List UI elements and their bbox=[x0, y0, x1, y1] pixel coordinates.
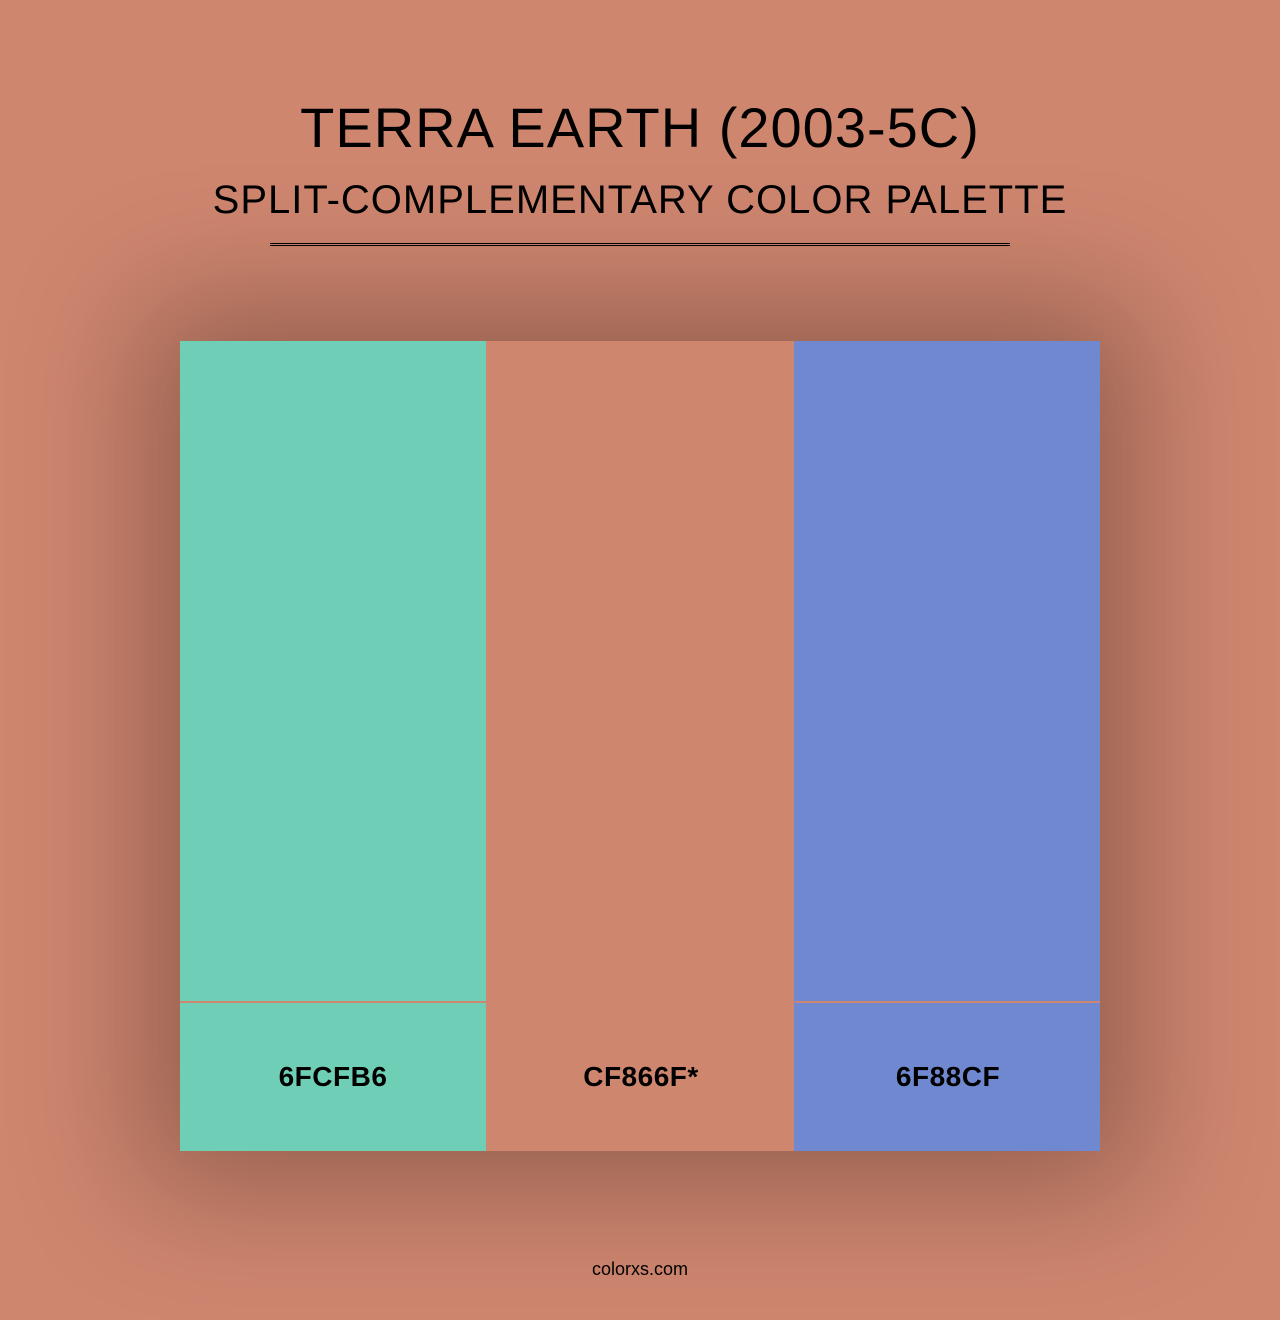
swatch-bottom: CF866F* bbox=[487, 1001, 793, 1151]
swatch-column: CF866F* bbox=[487, 341, 793, 1151]
swatch-bottom: 6FCFB6 bbox=[180, 1001, 486, 1151]
palette-wrap: 6FCFB6 CF866F* 6F88CF bbox=[180, 341, 1100, 1151]
header: TERRA EARTH (2003-5C) SPLIT-COMPLEMENTAR… bbox=[0, 0, 1280, 246]
page: TERRA EARTH (2003-5C) SPLIT-COMPLEMENTAR… bbox=[0, 0, 1280, 1320]
swatch-column: 6F88CF bbox=[794, 341, 1100, 1151]
page-title: TERRA EARTH (2003-5C) bbox=[0, 95, 1280, 160]
swatch-top bbox=[487, 341, 793, 1001]
swatch-label: CF866F* bbox=[583, 1061, 699, 1093]
swatch-top bbox=[180, 341, 486, 1001]
swatch-bottom: 6F88CF bbox=[794, 1001, 1100, 1151]
swatch-label: 6F88CF bbox=[896, 1061, 1000, 1093]
footer-credit: colorxs.com bbox=[0, 1259, 1280, 1280]
color-palette: 6FCFB6 CF866F* 6F88CF bbox=[180, 341, 1100, 1151]
page-subtitle: SPLIT-COMPLEMENTARY COLOR PALETTE bbox=[0, 178, 1280, 223]
swatch-top bbox=[794, 341, 1100, 1001]
swatch-label: 6FCFB6 bbox=[279, 1061, 388, 1093]
swatch-column: 6FCFB6 bbox=[180, 341, 486, 1151]
header-divider bbox=[270, 243, 1010, 246]
